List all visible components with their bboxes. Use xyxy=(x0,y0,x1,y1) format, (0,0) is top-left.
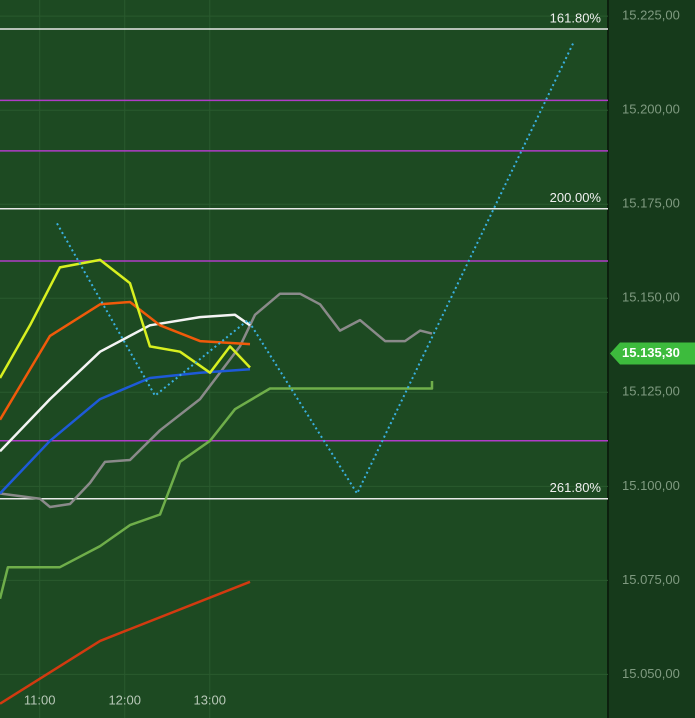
level-label: 161.80% xyxy=(550,10,602,25)
plot-area xyxy=(0,0,608,718)
series-line xyxy=(0,292,433,509)
last-price-box xyxy=(610,342,695,365)
level-label: 200.00% xyxy=(550,190,602,205)
y-tick-label: 15.150,00 xyxy=(622,290,680,305)
y-tick-label: 15.225,00 xyxy=(622,8,680,23)
y-tick-label: 15.100,00 xyxy=(622,478,680,493)
last-price-label: 15.135,30 xyxy=(622,345,680,360)
series-line xyxy=(0,313,251,453)
y-tick-label: 15.200,00 xyxy=(622,102,680,117)
y-tick-label: 15.125,00 xyxy=(622,384,680,399)
y-tick-label: 15.175,00 xyxy=(622,196,680,211)
y-tick-label: 15.075,00 xyxy=(622,572,680,587)
x-tick-label: 13:00 xyxy=(193,692,226,707)
series-line xyxy=(0,580,251,705)
x-tick-label: 12:00 xyxy=(108,692,141,707)
series-line xyxy=(0,300,251,421)
y-tick-label: 15.050,00 xyxy=(622,666,680,681)
x-tick-label: 11:00 xyxy=(24,692,56,707)
level-label: 261.80% xyxy=(550,480,602,495)
series-line xyxy=(0,381,434,600)
series-line xyxy=(0,258,251,379)
